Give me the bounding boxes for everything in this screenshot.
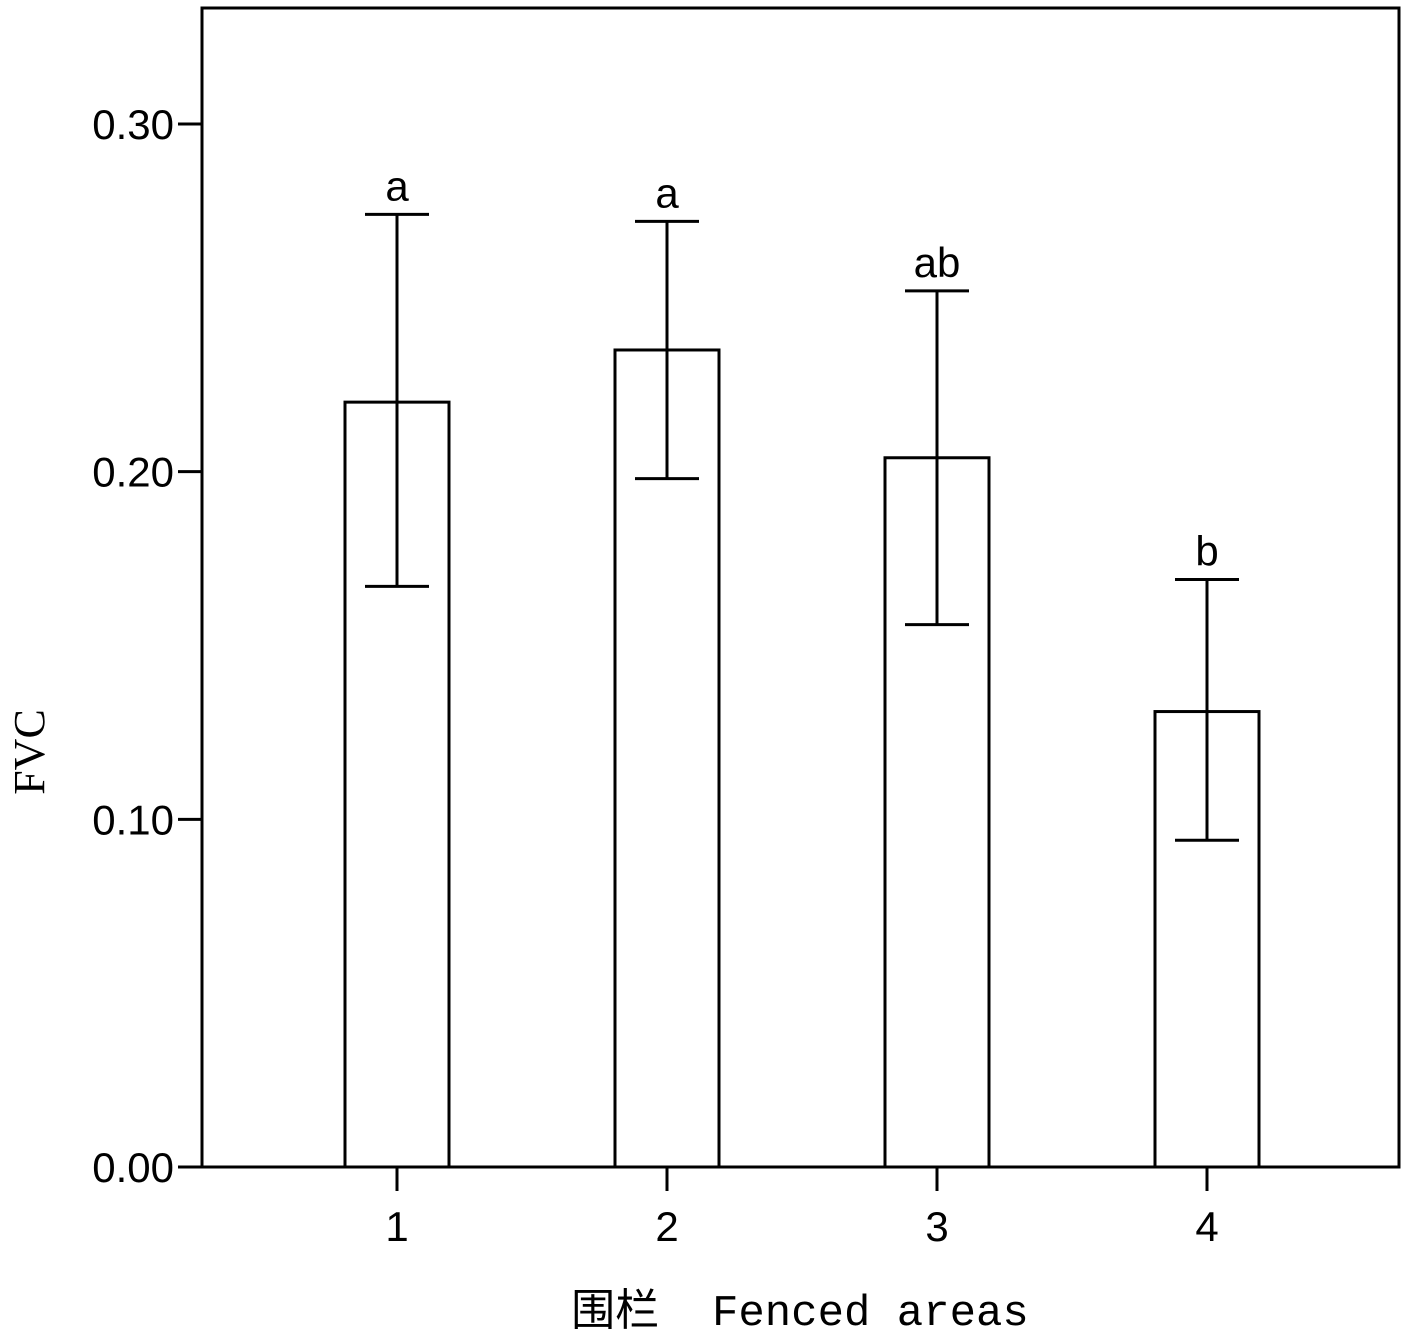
significance-letter: a [655, 169, 679, 216]
y-tick-label: 0.00 [92, 1144, 174, 1191]
plot-frame [200, 6, 1401, 1169]
y-tick-label: 0.30 [92, 101, 174, 148]
y-tick-label: 0.20 [92, 449, 174, 496]
x-tick-label: 1 [385, 1203, 408, 1250]
x-tick-label: 2 [655, 1203, 678, 1250]
y-axis-label: FVC [5, 709, 54, 795]
x-tick-label: 4 [1195, 1203, 1218, 1250]
error-bars [365, 212, 1239, 842]
significance-letters: a a ab b [385, 162, 1218, 574]
significance-letter: a [385, 162, 409, 209]
x-axis: 1 2 3 4 [385, 1167, 1219, 1250]
y-axis: 0.00 0.10 0.20 0.30 [92, 101, 202, 1191]
significance-letter: b [1195, 527, 1218, 574]
y-tick-label: 0.10 [92, 796, 174, 843]
x-tick-label: 3 [925, 1203, 948, 1250]
significance-letter: ab [914, 239, 961, 286]
x-axis-label: 围栏 Fenced areas [571, 1287, 1029, 1336]
bars [343, 348, 1261, 1169]
bar [343, 400, 451, 1169]
